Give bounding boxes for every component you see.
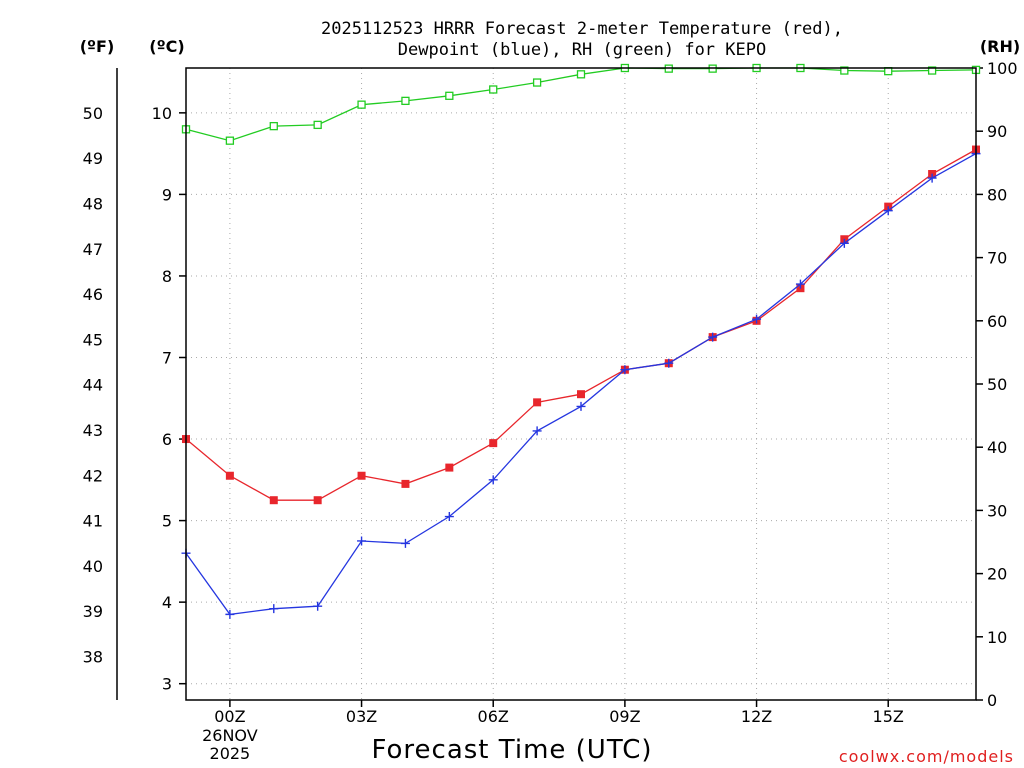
temperature-point	[533, 398, 542, 407]
fahrenheit-axis: 38 39 40 41 42 43 44 45 46 47 48 49 50	[83, 68, 118, 700]
rh-line	[185, 67, 977, 142]
temperature-point	[357, 471, 366, 480]
time-tick-label: 09Z	[609, 707, 640, 726]
rh-point	[445, 91, 454, 100]
dewpoint-point	[664, 358, 674, 368]
rh-point	[269, 121, 278, 131]
rh-point	[532, 78, 542, 87]
celsius-tick-label: 4	[162, 593, 172, 612]
rh-tick-label: 60	[987, 312, 1007, 331]
celsius-tick-label: 3	[162, 675, 172, 694]
dewpoint-line	[185, 153, 977, 616]
fahrenheit-tick-label: 42	[83, 466, 103, 485]
rh-tick-label: 80	[987, 185, 1007, 204]
rh-point	[840, 66, 849, 75]
fahrenheit-tick-label: 39	[83, 602, 103, 621]
fahrenheit-tick-label: 45	[83, 330, 103, 349]
rh-tick-label: 0	[987, 691, 997, 710]
rh-point	[225, 136, 235, 145]
rh-tick-label: 100	[987, 59, 1018, 78]
fahrenheit-tick-label: 38	[83, 648, 103, 667]
rh-unit-label: (RH)	[980, 37, 1020, 56]
rh-point	[489, 85, 498, 94]
fahrenheit-tick-label: 49	[83, 149, 103, 168]
celsius-tick-label: 7	[162, 348, 172, 367]
date-tick-label: 26NOV	[202, 726, 258, 745]
fahrenheit-tick-label: 50	[83, 104, 103, 123]
rh-point	[401, 96, 410, 106]
fahrenheit-tick-label: 43	[83, 421, 103, 440]
dewpoint-point	[313, 601, 323, 611]
fahrenheit-unit-label: (ºF)	[80, 37, 115, 56]
celsius-tick-label: 5	[162, 512, 172, 531]
rh-tick-label: 40	[987, 438, 1007, 457]
dewpoint-point	[444, 512, 454, 522]
dewpoint-point	[883, 206, 893, 216]
temperature-point	[313, 496, 322, 505]
grid-lines	[186, 68, 976, 700]
rh-tick-label: 10	[987, 628, 1007, 647]
chart-title-line2: Dewpoint (blue), RH (green) for KEPO	[398, 40, 766, 60]
rh-tick-label: 70	[987, 249, 1007, 268]
celsius-tick-label: 9	[162, 185, 172, 204]
dewpoint-point	[839, 238, 849, 248]
time-tick-label: 03Z	[346, 707, 377, 726]
fahrenheit-tick-label: 48	[83, 194, 103, 213]
x-axis-title: Forecast Time (UTC)	[371, 735, 652, 765]
dewpoint-point	[357, 536, 367, 546]
rh-tick-label: 90	[987, 122, 1007, 141]
temperature-point	[445, 463, 454, 472]
temperature-line	[185, 148, 977, 501]
dewpoint-point	[708, 332, 718, 342]
year-tick-label: 2025	[210, 744, 251, 763]
time-tick-label: 00Z	[214, 707, 245, 726]
rh-tick-label: 20	[987, 565, 1007, 584]
temperature-point	[489, 439, 498, 448]
dewpoint-point	[225, 609, 235, 619]
chart-title-line1: 2025112523 HRRR Forecast 2-meter Tempera…	[321, 19, 843, 39]
dewpoint-point	[927, 173, 937, 183]
watermark: coolwx.com/models	[839, 747, 1014, 766]
dewpoint-point	[269, 604, 279, 614]
temperature-point	[401, 479, 410, 488]
rh-point	[927, 66, 937, 75]
dewpoint-point	[488, 475, 498, 485]
plot-frame	[185, 67, 977, 701]
dewpoint-point	[752, 314, 762, 324]
celsius-unit-label: (ºC)	[149, 37, 184, 56]
celsius-axis: 3 4 5 6 7 8 9 10	[152, 104, 186, 694]
fahrenheit-tick-label: 44	[83, 376, 103, 395]
celsius-tick-label: 6	[162, 430, 172, 449]
rh-point	[313, 120, 322, 130]
celsius-tick-label: 8	[162, 267, 172, 286]
fahrenheit-tick-label: 47	[83, 240, 103, 259]
dewpoint-point	[532, 426, 542, 436]
temperature-point	[269, 496, 278, 505]
fahrenheit-tick-label: 41	[83, 512, 103, 531]
dewpoint-point	[576, 401, 586, 411]
temperature-point	[577, 390, 585, 399]
time-tick-label: 15Z	[873, 707, 904, 726]
rh-axis: 0 10 20 30 40 50 60 70 80 90 100	[976, 59, 1018, 710]
dewpoint-point	[795, 279, 805, 289]
series-layer	[181, 63, 981, 619]
celsius-tick-label: 10	[152, 104, 172, 123]
time-tick-label: 06Z	[478, 707, 509, 726]
dewpoint-point	[400, 538, 410, 548]
time-tick-label: 12Z	[741, 707, 772, 726]
fahrenheit-tick-label: 40	[83, 557, 103, 576]
rh-tick-label: 30	[987, 501, 1007, 520]
temperature-point	[225, 471, 234, 480]
rh-tick-label: 50	[987, 375, 1007, 394]
rh-point	[576, 70, 586, 79]
fahrenheit-tick-label: 46	[83, 285, 103, 304]
dewpoint-point	[620, 365, 630, 375]
rh-point	[357, 100, 366, 109]
